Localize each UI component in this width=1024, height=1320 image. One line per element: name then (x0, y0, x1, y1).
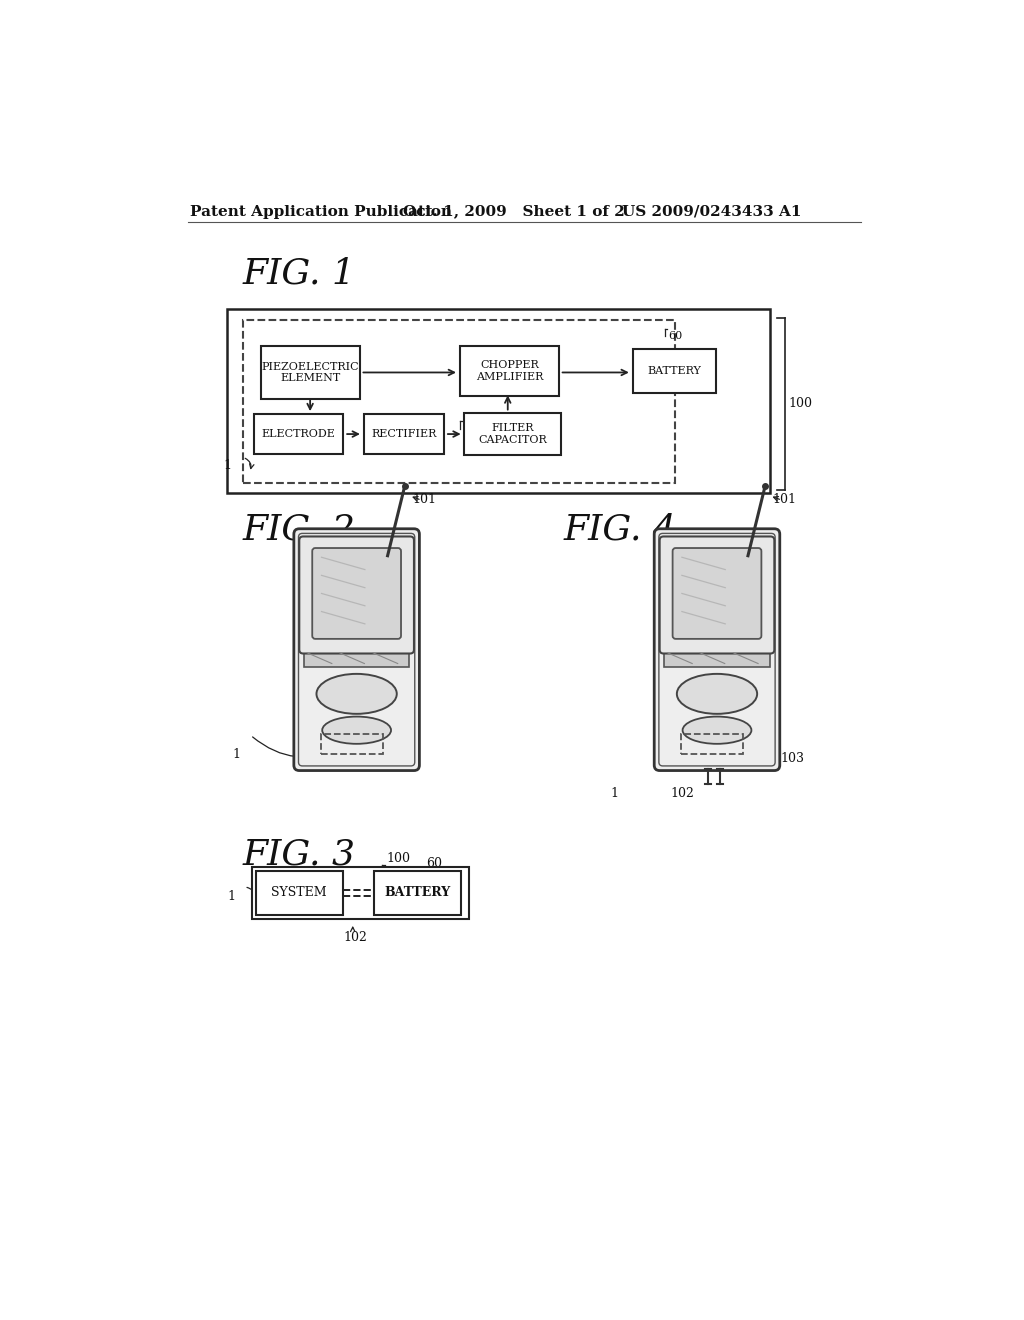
Ellipse shape (316, 675, 396, 714)
Ellipse shape (677, 675, 757, 714)
Bar (227, 309, 770, 494)
Text: 60: 60 (426, 857, 442, 870)
Text: 1: 1 (232, 748, 241, 762)
Bar (260, 346, 359, 399)
FancyBboxPatch shape (299, 536, 414, 653)
Text: PIEZOELECTRIC
ELEMENT: PIEZOELECTRIC ELEMENT (261, 362, 359, 383)
Text: SYSTEM: SYSTEM (271, 887, 327, 899)
Text: BATTERY: BATTERY (385, 887, 451, 899)
Text: 100: 100 (788, 397, 812, 409)
Text: FIG. 1: FIG. 1 (243, 257, 355, 290)
Text: 40: 40 (463, 424, 477, 433)
Text: RECTIFIER: RECTIFIER (372, 429, 436, 440)
Text: 2: 2 (347, 873, 355, 886)
Text: 1: 1 (610, 787, 618, 800)
Text: 102: 102 (343, 932, 368, 945)
Bar (256, 871, 343, 915)
Bar (243, 321, 675, 483)
Text: 30: 30 (375, 424, 389, 433)
Text: Oct. 1, 2009   Sheet 1 of 2: Oct. 1, 2009 Sheet 1 of 2 (403, 205, 625, 219)
Bar (464, 413, 561, 455)
FancyBboxPatch shape (312, 548, 401, 639)
Text: 10: 10 (331, 362, 344, 372)
Text: 102: 102 (671, 787, 694, 800)
Bar (665, 649, 770, 667)
Text: ELECTRODE: ELECTRODE (261, 429, 336, 440)
Bar (460, 346, 559, 396)
Text: 100: 100 (386, 853, 410, 866)
Bar (633, 348, 716, 393)
Text: 101: 101 (773, 492, 797, 506)
Text: US 2009/0243433 A1: US 2009/0243433 A1 (623, 205, 802, 219)
Text: FIG. 3: FIG. 3 (243, 838, 355, 871)
Text: 1: 1 (227, 890, 234, 903)
FancyBboxPatch shape (673, 548, 762, 639)
FancyBboxPatch shape (659, 536, 774, 653)
Text: 1: 1 (223, 459, 231, 471)
Text: 60: 60 (669, 331, 682, 341)
Ellipse shape (323, 717, 391, 744)
Ellipse shape (683, 717, 752, 744)
Bar (254, 414, 343, 454)
Text: 103: 103 (780, 752, 805, 766)
FancyBboxPatch shape (654, 529, 779, 771)
FancyBboxPatch shape (294, 529, 420, 771)
Text: 101: 101 (413, 492, 436, 506)
Bar (364, 414, 444, 454)
Text: FIG. 2: FIG. 2 (243, 512, 355, 546)
Text: 20: 20 (309, 424, 324, 433)
Bar (681, 734, 743, 755)
Text: BATTERY: BATTERY (647, 366, 701, 376)
Bar (252, 867, 469, 919)
Bar (304, 649, 410, 667)
Text: FILTER
CAPACITOR: FILTER CAPACITOR (478, 424, 547, 445)
Text: CHOPPER
AMPLIFIER: CHOPPER AMPLIFIER (475, 360, 543, 381)
Bar (322, 734, 383, 755)
Bar (375, 871, 461, 915)
Text: FIG. 4: FIG. 4 (563, 512, 677, 546)
Text: Patent Application Publication: Patent Application Publication (190, 205, 452, 219)
Text: 50: 50 (467, 360, 481, 370)
